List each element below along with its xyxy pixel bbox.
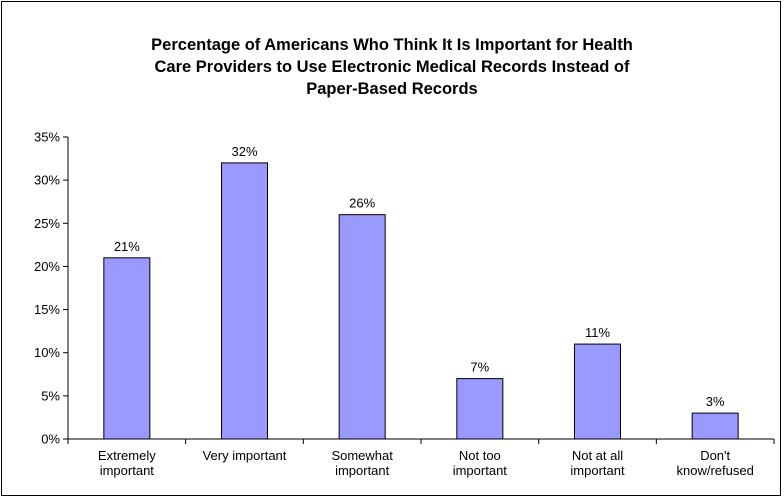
x-tick-label-line: know/refused bbox=[677, 463, 754, 478]
x-tick-label-line: Extremely bbox=[98, 448, 156, 463]
x-tick-label-line: Not too bbox=[459, 448, 501, 463]
data-label: 7% bbox=[470, 360, 489, 375]
data-label: 26% bbox=[349, 196, 375, 211]
x-tick-label: Very important bbox=[203, 448, 287, 463]
chart-title-line-3: Paper-Based Records bbox=[306, 80, 478, 98]
bars: 21% 32% 26% 7% 11% 3% bbox=[103, 144, 739, 440]
y-tick-label: 10% bbox=[34, 345, 60, 360]
chart-title: Percentage of Americans Who Think It Is … bbox=[0, 34, 784, 100]
data-label: 3% bbox=[706, 394, 725, 409]
data-label: 32% bbox=[231, 144, 257, 159]
y-tick-label: 0% bbox=[41, 432, 60, 447]
y-axis: 0% 5% 10% 15% 20% 25% 30% 35% bbox=[34, 130, 69, 447]
x-tick-label: Extremely important bbox=[98, 448, 156, 478]
x-tick-label: Not at all important bbox=[570, 448, 625, 478]
y-tick-label: 25% bbox=[34, 216, 60, 231]
y-tick-label: 15% bbox=[34, 302, 60, 317]
data-label: 21% bbox=[114, 239, 140, 254]
x-tick-label-line: important bbox=[453, 463, 508, 478]
bar bbox=[456, 378, 504, 440]
bar bbox=[103, 257, 151, 440]
x-tick-label-line: Not at all bbox=[572, 448, 623, 463]
x-tick-label-line: important bbox=[100, 463, 155, 478]
bar bbox=[338, 214, 386, 440]
bar bbox=[691, 412, 739, 440]
x-tick-label: Don't know/refused bbox=[677, 448, 754, 478]
y-tick-label: 30% bbox=[34, 173, 60, 188]
y-tick-label: 35% bbox=[34, 130, 60, 145]
x-tick-label-line: important bbox=[335, 463, 390, 478]
x-tick-label-line: Somewhat bbox=[331, 448, 393, 463]
y-tick-label: 20% bbox=[34, 259, 60, 274]
x-tick-label-line: Very important bbox=[203, 448, 287, 463]
chart-title-line-2: Care Providers to Use Electronic Medical… bbox=[154, 58, 630, 76]
x-tick-label: Not too important bbox=[453, 448, 508, 478]
bar bbox=[221, 162, 268, 440]
x-tick-label: Somewhat important bbox=[331, 448, 393, 478]
x-tick-label-line: important bbox=[570, 463, 625, 478]
bar bbox=[574, 343, 621, 440]
x-tick-label-line: Don't bbox=[700, 448, 730, 463]
data-label: 11% bbox=[585, 325, 610, 340]
chart-title-line-1: Percentage of Americans Who Think It Is … bbox=[151, 36, 633, 54]
y-tick-label: 5% bbox=[41, 388, 60, 403]
